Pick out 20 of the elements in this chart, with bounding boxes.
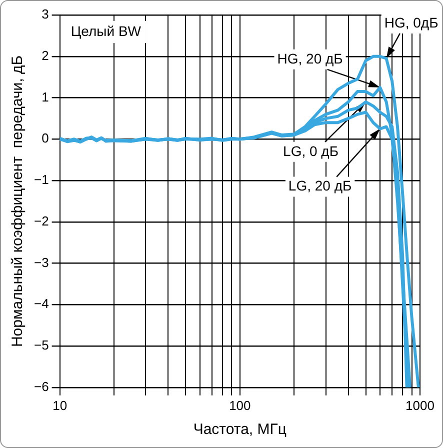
y-tick-label: −2 <box>34 213 49 228</box>
y-axis-title: Нормальный коэффициент передачи, дБ <box>9 55 26 348</box>
y-tick-label: −4 <box>34 296 49 312</box>
x-tick-label: 10 <box>52 398 68 413</box>
y-tick-label: 2 <box>42 48 49 63</box>
annotation: LG, 20 дБ <box>288 178 352 194</box>
y-tick-label: −3 <box>34 254 49 270</box>
y-tick-label: −1 <box>34 172 49 188</box>
annotation: Целый BW <box>70 22 142 39</box>
y-tick-label: 1 <box>42 89 49 104</box>
annotation: HG, 20 дБ <box>277 50 343 66</box>
y-tick-label: 0 <box>42 130 49 146</box>
annotation: HG, 0дБ <box>384 14 438 30</box>
x-tick-label: 1000 <box>406 398 434 413</box>
y-tick-label: 3 <box>42 6 49 22</box>
y-tick-label: −5 <box>34 338 49 353</box>
y-tick-label: −6 <box>34 378 49 394</box>
x-tick-label: 100 <box>229 398 251 413</box>
annotation: LG, 0 дБ <box>283 142 339 159</box>
x-axis-title: Частота, МГц <box>193 421 287 438</box>
